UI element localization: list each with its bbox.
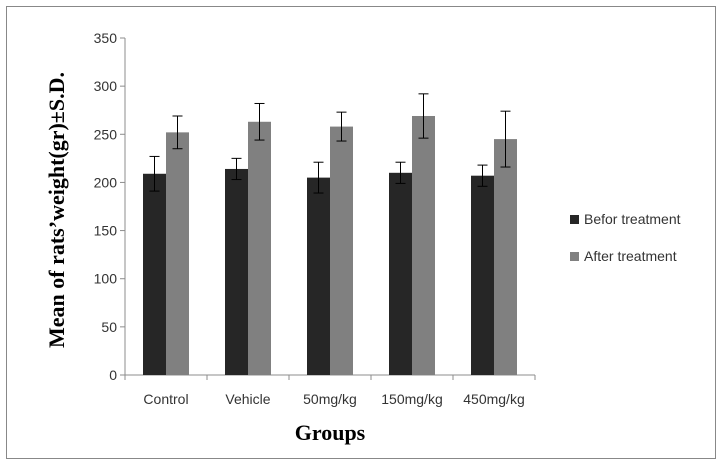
bar-before-treatment	[225, 168, 248, 375]
legend-label-before: Befor treatment	[584, 211, 681, 227]
bars	[143, 115, 517, 376]
y-tick-label: 0	[109, 367, 117, 383]
x-tick-label: 50mg/kg	[303, 391, 357, 407]
bar-after-treatment	[248, 121, 271, 375]
x-tick-label: 450mg/kg	[463, 391, 524, 407]
y-tick-label: 300	[94, 78, 118, 94]
bar-before-treatment	[307, 177, 330, 375]
x-tick-label: Control	[143, 391, 188, 407]
x-axis: Control Vehicle 50mg/kg 150mg/kg 450mg/kg	[124, 374, 536, 407]
legend-swatch-before	[570, 215, 579, 224]
legend: Befor treatment After treatment	[570, 211, 681, 264]
bar-before-treatment	[471, 175, 494, 375]
bar-after-treatment	[166, 132, 189, 375]
bar-before-treatment	[143, 173, 166, 375]
y-tick-label: 100	[94, 271, 118, 287]
x-tick-label: 150mg/kg	[381, 391, 442, 407]
bar-after-treatment	[330, 126, 353, 375]
y-axis: 0 50 100 150 200 250 300 350	[94, 30, 126, 383]
y-tick-label: 150	[94, 223, 118, 239]
chart-frame	[6, 6, 716, 459]
legend-label-after: After treatment	[584, 248, 677, 264]
bar-after-treatment	[494, 139, 517, 375]
bar-before-treatment	[389, 172, 412, 375]
error-bars	[149, 93, 511, 194]
x-tick-label: Vehicle	[225, 391, 270, 407]
y-tick-label: 50	[101, 319, 117, 335]
y-tick-label: 250	[94, 126, 118, 142]
y-tick-label: 200	[94, 174, 118, 190]
legend-swatch-after	[570, 252, 579, 261]
y-tick-label: 350	[94, 30, 118, 46]
y-axis-title: Mean of rats’weight(gr)±S.D.	[44, 72, 69, 348]
bar-after-treatment	[412, 115, 435, 376]
x-axis-title: Groups	[295, 420, 366, 445]
